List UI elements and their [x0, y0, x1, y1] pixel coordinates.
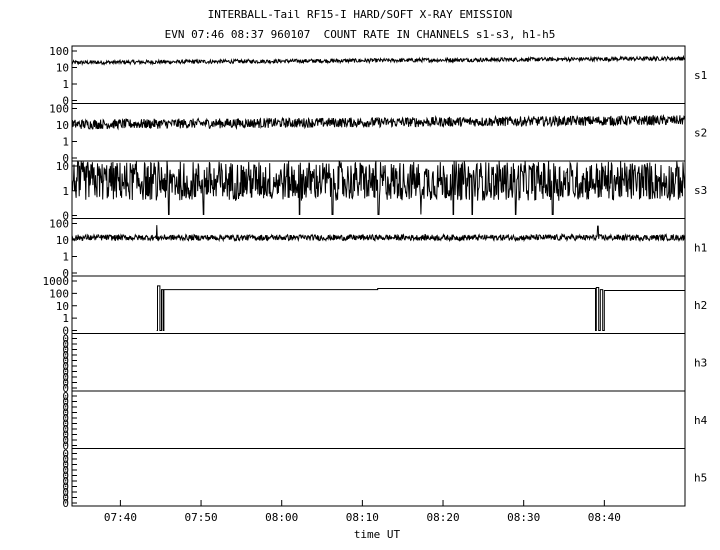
- x-axis: 07:40 07:50 08:00 08:10 08:20 08:30 08:40: [104, 500, 621, 524]
- panel-frame-h5: [71, 448, 686, 507]
- y-tick-label: 0: [62, 267, 69, 280]
- y-tick-label: 0: [62, 366, 69, 379]
- x-tick-label: 08:40: [588, 511, 621, 524]
- y-tick-label: 0: [62, 497, 69, 510]
- y-tick-label: 0: [62, 440, 69, 453]
- y-tick-label: 1: [62, 136, 69, 149]
- y-tick-label: 1: [62, 251, 69, 264]
- y-tick-label: 0: [62, 325, 69, 338]
- y-tick-label: 0: [62, 459, 69, 472]
- y-tick-label: 0: [62, 210, 69, 223]
- series-line-s3: [71, 160, 686, 215]
- x-tick-label: 07:50: [184, 511, 217, 524]
- panel-frame-h4: [71, 390, 686, 449]
- panel-frame-s2: [71, 103, 686, 162]
- y-tick-label: 100: [49, 218, 69, 231]
- y-tick-label: 0: [62, 412, 69, 425]
- y-tick-label: 10: [56, 234, 69, 247]
- channel-label-h4: h4: [694, 414, 708, 427]
- y-tick-label: 0: [62, 464, 69, 477]
- y-tick-label: 0: [62, 333, 69, 346]
- panels-group: 1001010s11001010s21010s31001010h11000100…: [43, 45, 708, 510]
- panel-frame-h3: [71, 333, 686, 392]
- y-tick-label: 100: [49, 103, 69, 116]
- channel-label-s3: s3: [694, 184, 707, 197]
- channel-label-h3: h3: [694, 356, 707, 369]
- channel-label-s2: s2: [694, 126, 707, 139]
- y-tick-label: 10: [56, 119, 69, 132]
- y-tick-label: 10: [56, 300, 69, 313]
- channel-label-h2: h2: [694, 299, 707, 312]
- chart-subtitle: EVN 07:46 08:37 960107 COUNT RATE IN CHA…: [164, 28, 556, 41]
- y-tick-label: 1: [62, 312, 69, 325]
- series-line-s2: [71, 114, 686, 131]
- y-tick-label: 0: [62, 344, 69, 357]
- series-line-h1: [71, 225, 686, 243]
- series-line-s1: [71, 54, 686, 66]
- panel-frame-s1: [71, 45, 686, 104]
- y-tick-label: 1: [62, 78, 69, 91]
- y-tick-label: 100: [49, 287, 69, 300]
- y-tick-label: 0: [62, 338, 69, 351]
- y-tick-label: 0: [62, 371, 69, 384]
- x-tick-label: 08:10: [346, 511, 379, 524]
- y-tick-label: 0: [62, 470, 69, 483]
- y-tick-label: 0: [62, 492, 69, 505]
- y-tick-label: 0: [62, 401, 69, 414]
- y-tick-label: 100: [49, 45, 69, 58]
- channel-label-h5: h5: [694, 471, 707, 484]
- y-tick-label: 0: [62, 390, 69, 403]
- x-tick-label: 08:30: [507, 511, 540, 524]
- y-tick-label: 0: [62, 475, 69, 488]
- x-tick-label: 08:00: [265, 511, 298, 524]
- channel-label-h1: h1: [694, 241, 707, 254]
- y-tick-label: 0: [62, 349, 69, 362]
- y-tick-label: 0: [62, 434, 69, 447]
- y-tick-label: 0: [62, 486, 69, 499]
- x-axis-label: time UT: [354, 528, 401, 541]
- y-tick-label: 0: [62, 448, 69, 461]
- y-tick-label: 10: [56, 62, 69, 75]
- y-tick-label: 0: [62, 396, 69, 409]
- y-tick-label: 0: [62, 429, 69, 442]
- chart-title: INTERBALL-Tail RF15-I HARD/SOFT X-RAY EM…: [207, 8, 513, 21]
- y-tick-label: 0: [62, 95, 69, 108]
- y-tick-label: 0: [62, 377, 69, 390]
- y-tick-label: 0: [62, 152, 69, 165]
- channel-label-s1: s1: [694, 69, 707, 82]
- y-tick-label: 0: [62, 382, 69, 395]
- y-tick-label: 0: [62, 481, 69, 494]
- y-tick-label: 0: [62, 418, 69, 431]
- y-tick-label: 10: [56, 160, 69, 173]
- series-line-h2: [156, 285, 685, 331]
- y-tick-label: 0: [62, 360, 69, 373]
- y-tick-label: 0: [62, 423, 69, 436]
- panel-frame-h1: [71, 218, 686, 277]
- x-tick-label: 08:20: [426, 511, 459, 524]
- y-tick-label: 1000: [43, 275, 70, 288]
- x-tick-label: 07:40: [104, 511, 137, 524]
- y-tick-label: 1: [62, 185, 69, 198]
- y-tick-label: 0: [62, 453, 69, 466]
- y-tick-label: 0: [62, 407, 69, 420]
- y-tick-label: 0: [62, 355, 69, 368]
